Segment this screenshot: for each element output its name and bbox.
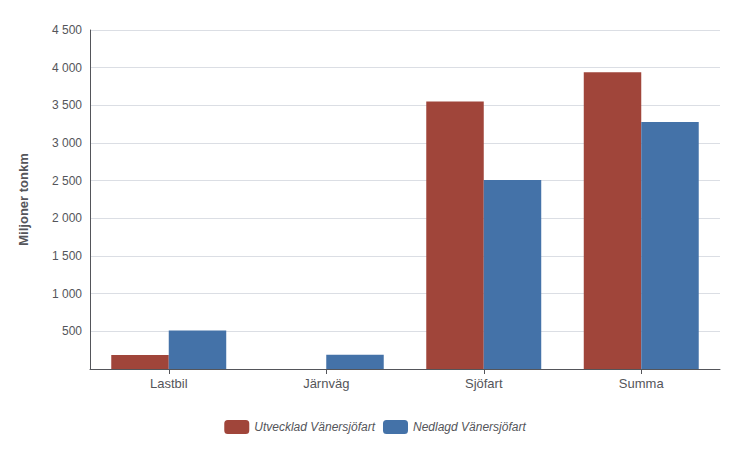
svg-text:Nedlagd Vänersjöfart: Nedlagd Vänersjöfart (413, 420, 526, 434)
svg-text:Utvecklad Vänersjöfart: Utvecklad Vänersjöfart (254, 420, 375, 434)
svg-text:Miljoner tonkm: Miljoner tonkm (16, 153, 31, 245)
svg-text:Järnväg: Järnväg (303, 376, 349, 391)
svg-text:1 000: 1 000 (52, 287, 82, 301)
svg-text:1 500: 1 500 (52, 249, 82, 263)
svg-text:2 500: 2 500 (52, 174, 82, 188)
svg-text:3 000: 3 000 (52, 136, 82, 150)
svg-text:Summa: Summa (619, 376, 665, 391)
svg-text:4 000: 4 000 (52, 61, 82, 75)
svg-text:Sjöfart: Sjöfart (465, 376, 503, 391)
svg-text:2 000: 2 000 (52, 211, 82, 225)
svg-text:3 500: 3 500 (52, 98, 82, 112)
svg-text:Lastbil: Lastbil (150, 376, 188, 391)
svg-text:4 500: 4 500 (52, 23, 82, 37)
svg-text:500: 500 (62, 324, 82, 338)
